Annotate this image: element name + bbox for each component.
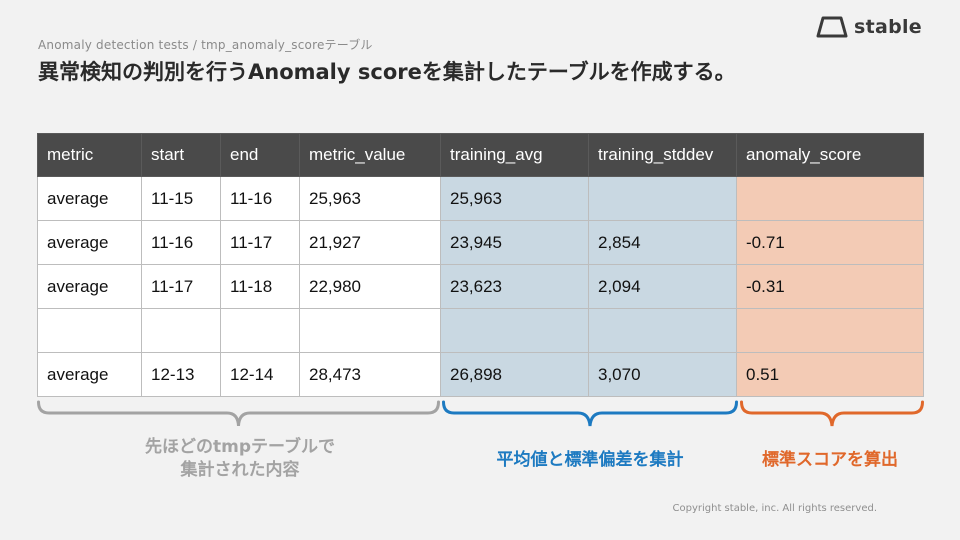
table-header-row: metric start end metric_value training_a… [37, 133, 924, 177]
column-header: training_stddev [588, 133, 737, 177]
table-row: average 11-16 11-17 21,927 23,945 2,854 … [37, 220, 924, 265]
annotation-line: 先ほどのtmpテーブルで [145, 437, 335, 457]
table-cell [299, 308, 441, 353]
table-cell: 11-16 [220, 176, 300, 221]
trapezoid-logo-icon [816, 16, 848, 38]
table-cell: 2,094 [588, 264, 737, 309]
table-cell [440, 308, 589, 353]
anomaly-score-table: metric start end metric_value training_a… [37, 133, 924, 397]
table-row: average 11-17 11-18 22,980 23,623 2,094 … [37, 264, 924, 309]
table-row-empty [37, 308, 924, 353]
table-cell: 11-17 [220, 220, 300, 265]
table-row: average 11-15 11-16 25,963 25,963 [37, 176, 924, 221]
blue-brace-icon [442, 400, 738, 427]
logo: stable [816, 16, 922, 38]
table-cell: 2,854 [588, 220, 737, 265]
column-header: start [141, 133, 221, 177]
table-cell: 12-14 [220, 352, 300, 397]
column-header: metric [37, 133, 142, 177]
logo-text: stable [853, 16, 922, 38]
table-cell: 3,070 [588, 352, 737, 397]
tmp-table-annotation: 先ほどのtmpテーブルで 集計された内容 [120, 436, 360, 482]
copyright-text: Copyright stable, inc. All rights reserv… [672, 503, 877, 514]
column-header: end [220, 133, 300, 177]
breadcrumb: Anomaly detection tests / tmp_anomaly_sc… [38, 38, 373, 52]
table-cell: 26,898 [440, 352, 589, 397]
table-cell [37, 308, 142, 353]
table-cell: -0.31 [736, 264, 924, 309]
table-cell: 11-17 [141, 264, 221, 309]
column-header: training_avg [440, 133, 589, 177]
table-cell: 22,980 [299, 264, 441, 309]
column-header: metric_value [299, 133, 441, 177]
page-title: 異常検知の判別を行うAnomaly scoreを集計したテーブルを作成する。 [38, 60, 736, 84]
table-cell [141, 308, 221, 353]
table-cell: average [37, 176, 142, 221]
table-cell: 25,963 [299, 176, 441, 221]
table-cell [588, 176, 737, 221]
table-cell: 0.51 [736, 352, 924, 397]
gray-brace-icon [37, 400, 440, 427]
table-cell [736, 308, 924, 353]
table-cell: average [37, 352, 142, 397]
avg-stddev-annotation: 平均値と標準偏差を集計 [496, 450, 684, 470]
column-header: anomaly_score [736, 133, 924, 177]
table-cell: 23,623 [440, 264, 589, 309]
table-cell: 21,927 [299, 220, 441, 265]
table-cell: 12-13 [141, 352, 221, 397]
table-cell: -0.71 [736, 220, 924, 265]
table-cell: 25,963 [440, 176, 589, 221]
annotation-line: 集計された内容 [180, 460, 300, 480]
score-annotation: 標準スコアを算出 [762, 450, 898, 470]
table-cell: 11-18 [220, 264, 300, 309]
table-cell: 11-15 [141, 176, 221, 221]
table-cell [588, 308, 737, 353]
table-cell: 11-16 [141, 220, 221, 265]
table-cell: average [37, 264, 142, 309]
table-row: average 12-13 12-14 28,473 26,898 3,070 … [37, 352, 924, 397]
table-cell [736, 176, 924, 221]
table-cell: average [37, 220, 142, 265]
table-cell [220, 308, 300, 353]
orange-brace-icon [740, 400, 924, 427]
table-cell: 23,945 [440, 220, 589, 265]
table-cell: 28,473 [299, 352, 441, 397]
